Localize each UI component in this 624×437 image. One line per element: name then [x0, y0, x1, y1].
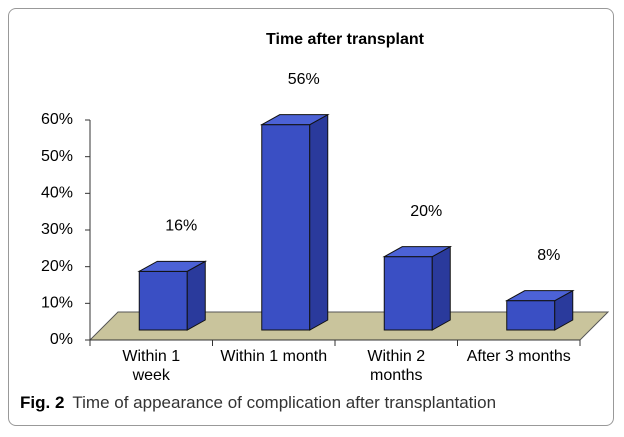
- x-tick-label: Within 1 week: [122, 348, 181, 384]
- bar-top: [137, 260, 208, 272]
- x-tick-label: After 3 months: [466, 348, 571, 365]
- x-tick-label: Within 1 month: [220, 348, 328, 365]
- value-label: 16%: [165, 218, 197, 235]
- bar-front: [138, 270, 188, 331]
- bar-side: [431, 245, 451, 331]
- y-tick-label: 30%: [41, 221, 73, 238]
- bar-front: [506, 300, 556, 331]
- bar-side: [186, 260, 206, 331]
- y-tick-label: 50%: [41, 148, 73, 165]
- bar-top: [504, 290, 575, 302]
- bar-top: [259, 114, 330, 126]
- bar: [259, 113, 330, 331]
- bar: [137, 260, 208, 331]
- caption: Fig. 2 Time of appearance of complication…: [20, 393, 496, 413]
- bar-front: [383, 256, 433, 331]
- bar: [382, 245, 453, 331]
- figure-frame: [8, 8, 614, 426]
- y-tick-label: 20%: [41, 258, 73, 275]
- caption-label: Fig. 2: [20, 393, 65, 412]
- y-tick-label: 10%: [41, 295, 73, 312]
- y-tick-label: 60%: [41, 111, 73, 128]
- bar-side: [309, 113, 329, 331]
- y-tick-label: 0%: [50, 331, 73, 348]
- value-label: 20%: [410, 203, 442, 220]
- chart-title: Time after transplant: [266, 31, 425, 48]
- bar-front: [261, 124, 311, 331]
- value-label: 8%: [537, 247, 560, 264]
- bar-top: [382, 246, 453, 258]
- caption-text: Time of appearance of complication after…: [72, 393, 497, 412]
- value-label: 56%: [288, 71, 320, 88]
- bar: [504, 289, 575, 331]
- x-tick-label: Within 2 months: [367, 348, 426, 384]
- y-tick-label: 40%: [41, 185, 73, 202]
